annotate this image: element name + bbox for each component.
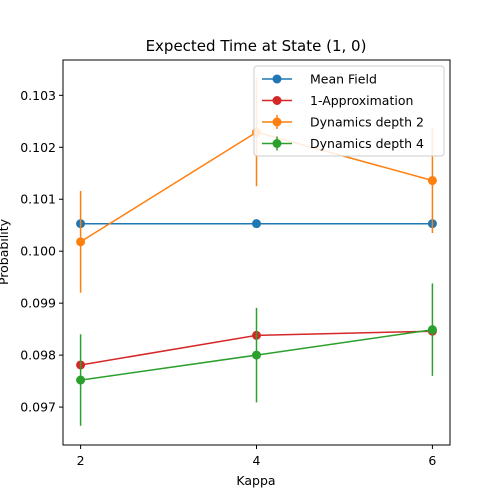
data-point: [252, 350, 261, 360]
legend-label: Dynamics depth 2: [310, 115, 424, 130]
legend-marker: [272, 74, 282, 84]
data-point: [427, 176, 437, 186]
y-tick-label: 0.101: [20, 192, 56, 207]
y-tick-label: 0.099: [20, 296, 56, 311]
legend-item: Dynamics depth 4: [262, 136, 424, 151]
legend-label: 1-Approximation: [310, 93, 413, 108]
y-tick-label: 0.100: [20, 244, 56, 259]
y-tick-label: 0.097: [20, 400, 56, 415]
y-axis-label: Probability: [0, 218, 11, 285]
x-tick-label: 2: [77, 453, 85, 468]
data-point: [427, 325, 437, 335]
x-axis-label: Kappa: [236, 473, 275, 488]
legend-item: 1-Approximation: [262, 93, 413, 108]
legend-label: Mean Field: [310, 72, 377, 87]
series-3: [76, 283, 437, 426]
plot-area: [76, 78, 437, 426]
y-tick-label: 0.103: [20, 88, 56, 103]
legend-marker: [272, 139, 282, 148]
data-point: [76, 237, 86, 247]
legend-marker: [272, 117, 282, 127]
x-tick-label: 6: [428, 453, 436, 468]
y-tick-label: 0.102: [20, 140, 56, 155]
y-tick-label: 0.098: [20, 348, 56, 363]
data-point: [76, 375, 86, 385]
legend-label: Dynamics depth 4: [310, 136, 424, 151]
legend-marker: [272, 96, 282, 105]
legend: Mean Field 1-Approximation Dynamics depth …: [253, 65, 445, 157]
x-tick-label: 4: [253, 453, 261, 468]
axes: 0.097 0.098 0.099 0.100 0.101 0.102 0.103 2 4 6: [20, 59, 451, 468]
chart-title: Expected Time at State (1, 0): [146, 37, 367, 55]
legend-item: Dynamics depth 2: [262, 115, 424, 130]
legend-box: [253, 65, 445, 157]
legend-item: Mean Field: [262, 72, 377, 87]
data-point: [252, 219, 261, 229]
